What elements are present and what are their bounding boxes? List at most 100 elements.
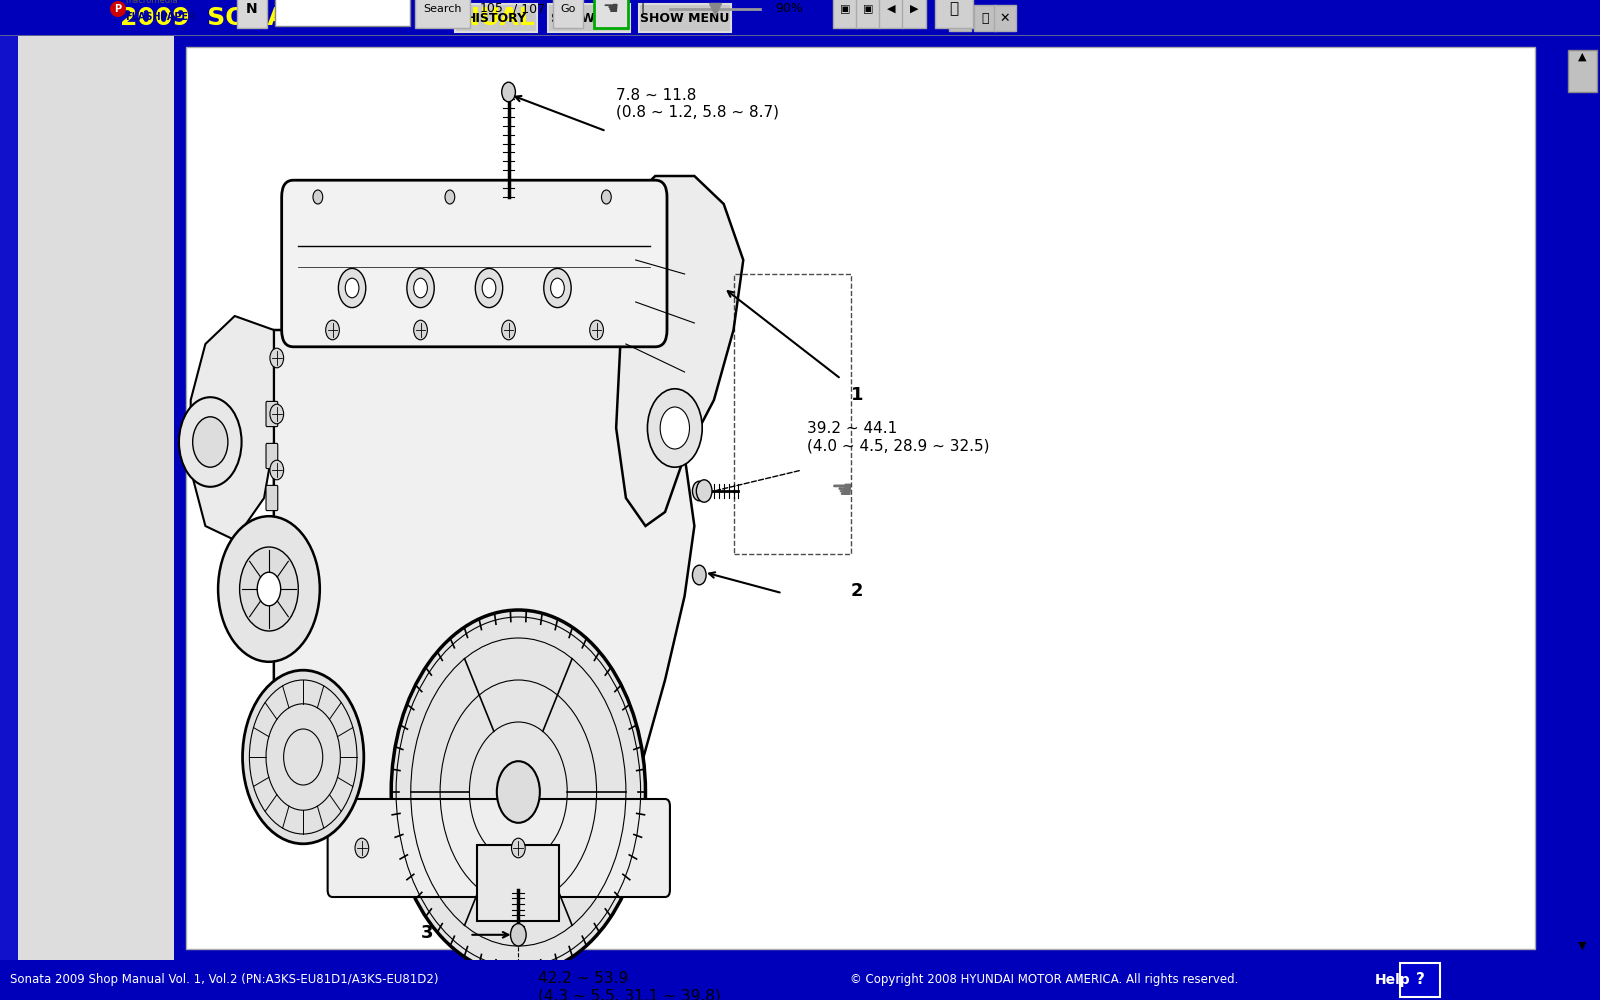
Circle shape: [661, 407, 690, 449]
Text: ◀: ◀: [886, 4, 896, 14]
FancyBboxPatch shape: [549, 5, 629, 31]
Circle shape: [510, 924, 526, 946]
Text: macromedia: macromedia: [125, 0, 178, 5]
Text: ☚: ☚: [603, 0, 619, 18]
Circle shape: [512, 838, 525, 858]
Circle shape: [179, 397, 242, 487]
Text: I: I: [642, 2, 645, 16]
Circle shape: [602, 190, 611, 204]
Text: ▲: ▲: [1578, 52, 1587, 62]
Circle shape: [414, 320, 427, 340]
Text: Help: Help: [1374, 973, 1411, 987]
FancyBboxPatch shape: [638, 4, 731, 32]
FancyBboxPatch shape: [414, 0, 470, 28]
FancyBboxPatch shape: [934, 0, 973, 28]
FancyBboxPatch shape: [454, 4, 538, 32]
Text: SHOW TOC: SHOW TOC: [550, 11, 627, 24]
Text: ⧠: ⧠: [981, 11, 989, 24]
Circle shape: [502, 320, 515, 340]
Polygon shape: [616, 176, 744, 526]
FancyBboxPatch shape: [237, 0, 267, 28]
Circle shape: [693, 481, 706, 501]
FancyBboxPatch shape: [594, 0, 627, 28]
Text: N: N: [246, 2, 258, 16]
Text: Go: Go: [560, 4, 576, 14]
FancyBboxPatch shape: [949, 5, 971, 31]
Circle shape: [355, 838, 368, 858]
Text: ☚: ☚: [832, 479, 854, 503]
Circle shape: [243, 670, 363, 844]
Circle shape: [445, 190, 454, 204]
Text: 39.2 ~ 44.1
(4.0 ~ 4.5, 28.9 ~ 32.5): 39.2 ~ 44.1 (4.0 ~ 4.5, 28.9 ~ 32.5): [806, 421, 989, 453]
Text: HISTORY: HISTORY: [466, 11, 526, 24]
Circle shape: [414, 278, 427, 298]
Text: P: P: [115, 4, 122, 14]
Circle shape: [502, 82, 515, 102]
Text: 2: 2: [851, 582, 864, 600]
Text: ✕: ✕: [1000, 11, 1010, 24]
FancyBboxPatch shape: [878, 0, 902, 28]
FancyBboxPatch shape: [974, 5, 995, 31]
Circle shape: [475, 268, 502, 308]
FancyBboxPatch shape: [856, 0, 880, 28]
Text: SHOW MENU: SHOW MENU: [640, 11, 730, 24]
FancyBboxPatch shape: [328, 799, 670, 897]
Text: 1: 1: [851, 386, 864, 404]
Text: ?: ?: [1416, 972, 1424, 988]
Circle shape: [498, 761, 539, 823]
Text: 42.2 ~ 53.9
(4.3 ~ 5.5, 31.1 ~ 39.8): 42.2 ~ 53.9 (4.3 ~ 5.5, 31.1 ~ 39.8): [538, 971, 720, 1000]
Circle shape: [240, 547, 298, 631]
Text: ▣: ▣: [862, 4, 874, 14]
Circle shape: [314, 190, 323, 204]
Circle shape: [338, 268, 366, 308]
Circle shape: [346, 278, 358, 298]
FancyBboxPatch shape: [275, 0, 410, 26]
FancyBboxPatch shape: [640, 5, 730, 31]
Text: ▣: ▣: [954, 11, 966, 24]
Circle shape: [550, 278, 565, 298]
Bar: [1568, 50, 1597, 92]
Circle shape: [544, 268, 571, 308]
Circle shape: [696, 480, 712, 502]
Text: 105: 105: [480, 2, 504, 15]
Text: FLASHPAPER: FLASHPAPER: [125, 12, 195, 22]
Circle shape: [192, 417, 227, 467]
Bar: [0, 36, 18, 960]
Circle shape: [648, 389, 702, 467]
FancyBboxPatch shape: [266, 401, 278, 427]
Text: © Copyright 2008 HYUNDAI MOTOR AMERICA. All rights reserved.: © Copyright 2008 HYUNDAI MOTOR AMERICA. …: [850, 974, 1238, 986]
FancyBboxPatch shape: [266, 485, 278, 511]
Text: 2009  SONATA SHOP MANUAL: 2009 SONATA SHOP MANUAL: [120, 6, 534, 30]
Text: 90%: 90%: [774, 2, 803, 15]
Circle shape: [590, 320, 603, 340]
Circle shape: [258, 572, 280, 606]
Text: Sonata 2009 Shop Manual Vol. 1, Vol.2 (PN:A3KS-EU81D1/A3KS-EU81D2): Sonata 2009 Shop Manual Vol. 1, Vol.2 (P…: [10, 974, 438, 986]
Circle shape: [270, 404, 283, 424]
Circle shape: [392, 610, 645, 974]
FancyBboxPatch shape: [547, 4, 630, 32]
Circle shape: [110, 1, 126, 17]
FancyBboxPatch shape: [282, 180, 667, 347]
Text: ▣: ▣: [840, 4, 850, 14]
FancyBboxPatch shape: [834, 0, 858, 28]
FancyBboxPatch shape: [994, 5, 1016, 31]
Circle shape: [693, 565, 706, 585]
FancyBboxPatch shape: [554, 0, 582, 28]
Bar: [186, 47, 1536, 949]
Circle shape: [270, 348, 283, 368]
Text: 🖶: 🖶: [949, 1, 958, 16]
Bar: [18, 36, 174, 960]
Circle shape: [406, 268, 434, 308]
FancyBboxPatch shape: [902, 0, 926, 28]
Polygon shape: [274, 330, 694, 855]
Text: 3: 3: [421, 924, 434, 942]
FancyBboxPatch shape: [456, 5, 536, 31]
Text: Search: Search: [422, 4, 461, 14]
Circle shape: [270, 460, 283, 480]
Circle shape: [218, 516, 320, 662]
Circle shape: [482, 278, 496, 298]
Circle shape: [326, 320, 339, 340]
Text: / 107: / 107: [514, 2, 546, 15]
Text: ▶: ▶: [910, 4, 918, 14]
FancyBboxPatch shape: [266, 443, 278, 469]
